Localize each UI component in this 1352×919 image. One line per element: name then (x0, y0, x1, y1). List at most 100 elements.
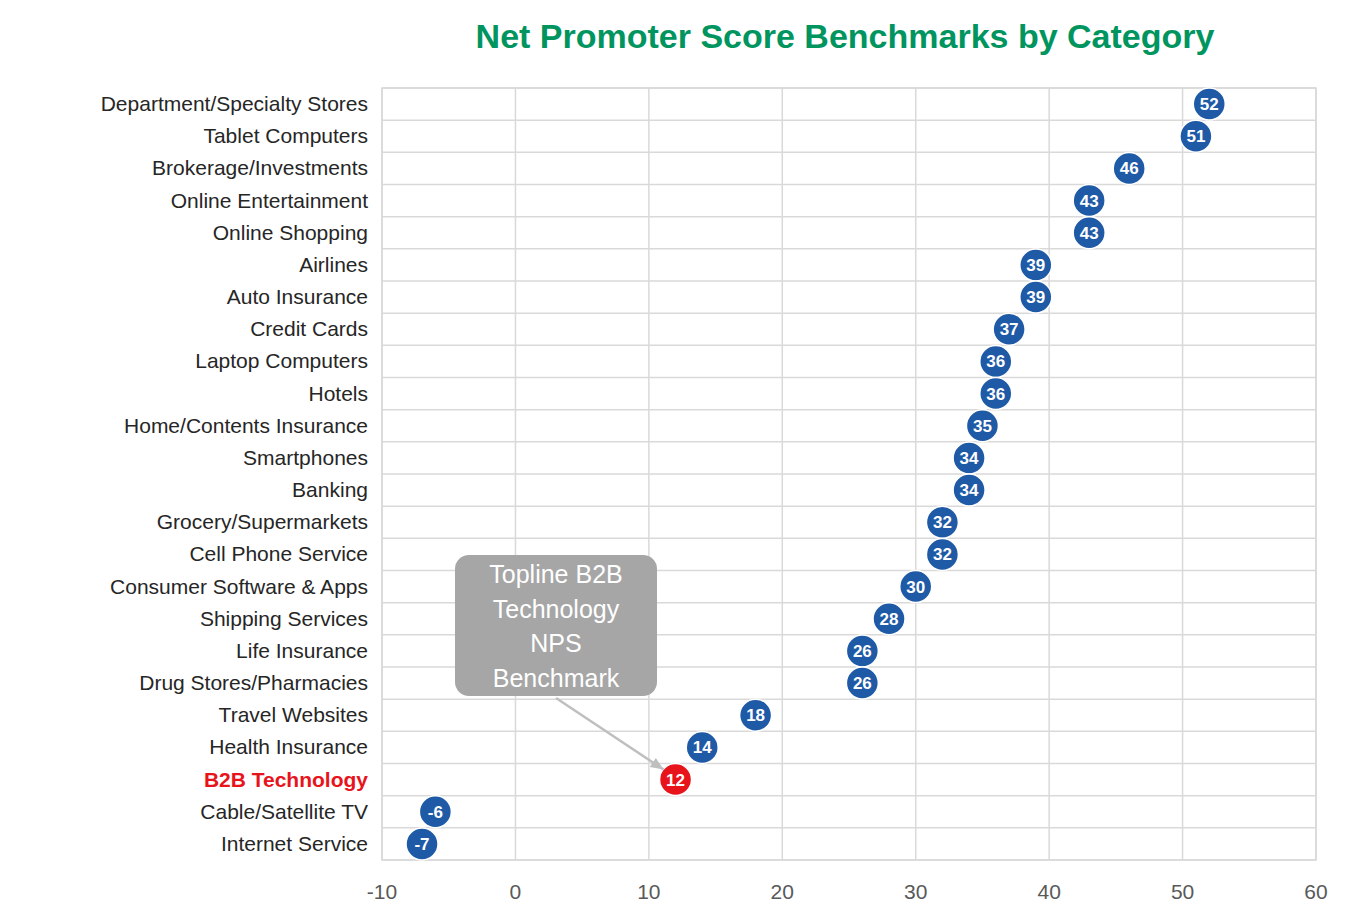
dot (1180, 120, 1212, 152)
tick-label: 40 (1037, 880, 1060, 903)
dot (900, 571, 932, 603)
data-label: 34 (960, 481, 979, 500)
category-label: Drug Stores/Pharmacies (139, 671, 368, 694)
category-label: Online Shopping (213, 221, 368, 244)
grid-line (1182, 88, 1184, 860)
row-line (382, 216, 1316, 218)
category-label: Banking (292, 478, 368, 501)
annotation-line: NPS (530, 629, 581, 657)
dot (980, 378, 1012, 410)
data-label: 39 (1026, 288, 1045, 307)
data-label: 35 (973, 417, 992, 436)
category-label: Cell Phone Service (189, 542, 368, 565)
data-label: 36 (986, 385, 1005, 404)
dot (686, 731, 718, 763)
dot (926, 506, 958, 538)
dot (1073, 185, 1105, 217)
grid-line (915, 88, 917, 860)
dot (419, 796, 451, 828)
row-line (382, 441, 1316, 443)
tick-label: 60 (1304, 880, 1327, 903)
tick-label: 10 (637, 880, 660, 903)
row-line (382, 184, 1316, 186)
row-line (382, 119, 1316, 121)
row-line (382, 473, 1316, 475)
tick-label: -10 (367, 880, 397, 903)
row-line (382, 827, 1316, 829)
row-line (382, 152, 1316, 154)
category-label: Airlines (299, 253, 368, 276)
category-label: Cable/Satellite TV (200, 800, 368, 823)
data-label: 28 (880, 610, 899, 629)
annotation-arrow (556, 698, 664, 770)
dot (660, 764, 692, 796)
annotation-line: Topline B2B (489, 560, 622, 588)
tick-label: 0 (510, 880, 522, 903)
dot (993, 313, 1025, 345)
annotation: Topline B2BTechnologyNPSBenchmark (489, 560, 622, 692)
row-line (382, 795, 1316, 797)
data-label: -6 (428, 803, 443, 822)
dot (846, 667, 878, 699)
data-label: 26 (853, 642, 872, 661)
data-label: 12 (666, 771, 685, 790)
dot (1073, 217, 1105, 249)
annotation-box (455, 555, 657, 696)
dot (873, 603, 905, 635)
row-line (382, 409, 1316, 411)
data-label: 32 (933, 513, 952, 532)
row-line (382, 731, 1316, 733)
dot (926, 538, 958, 570)
dot (1020, 249, 1052, 281)
category-label: Life Insurance (236, 639, 368, 662)
data-label: 18 (746, 706, 765, 725)
dot (953, 474, 985, 506)
data-label: 30 (906, 578, 925, 597)
category-label: B2B Technology (204, 768, 368, 791)
data-label: 26 (853, 674, 872, 693)
chart: Net Promoter Score Benchmarks by Categor… (0, 0, 1352, 919)
dot (1113, 152, 1145, 184)
category-label: Credit Cards (250, 317, 368, 340)
title: Net Promoter Score Benchmarks by Categor… (476, 17, 1215, 55)
category-label: Travel Websites (219, 703, 368, 726)
data-label: 51 (1186, 127, 1205, 146)
data-label: 39 (1026, 256, 1045, 275)
dot (1020, 281, 1052, 313)
dot (980, 345, 1012, 377)
tick-label: 30 (904, 880, 927, 903)
data-label: -7 (414, 835, 429, 854)
dot (966, 410, 998, 442)
category-label: Hotels (308, 382, 368, 405)
grid-line (648, 88, 650, 860)
data-label: 32 (933, 545, 952, 564)
data-label: 52 (1200, 95, 1219, 114)
dot (406, 828, 438, 860)
grid-line (515, 88, 517, 860)
row-line (382, 345, 1316, 347)
category-label: Online Entertainment (171, 189, 368, 212)
data-label: 43 (1080, 192, 1099, 211)
category-label: Grocery/Supermarkets (157, 510, 368, 533)
annotation-line: Benchmark (493, 664, 620, 692)
data-label: 36 (986, 352, 1005, 371)
category-label: Laptop Computers (195, 349, 368, 372)
row-line (382, 312, 1316, 314)
data-label: 14 (693, 738, 712, 757)
row-line (382, 763, 1316, 765)
plot-frame (382, 88, 1316, 860)
tick-label: 50 (1171, 880, 1194, 903)
category-label: Internet Service (221, 832, 368, 855)
dot (1193, 88, 1225, 120)
data-label: 46 (1120, 159, 1139, 178)
category-label: Shipping Services (200, 607, 368, 630)
category-label: Tablet Computers (203, 124, 368, 147)
grid-line (1048, 88, 1050, 860)
annotation-arrowhead (650, 758, 664, 770)
grid-line (782, 88, 784, 860)
row-line (382, 698, 1316, 700)
row-line (382, 505, 1316, 507)
dot (953, 442, 985, 474)
row-line (382, 377, 1316, 379)
row-line (382, 280, 1316, 282)
